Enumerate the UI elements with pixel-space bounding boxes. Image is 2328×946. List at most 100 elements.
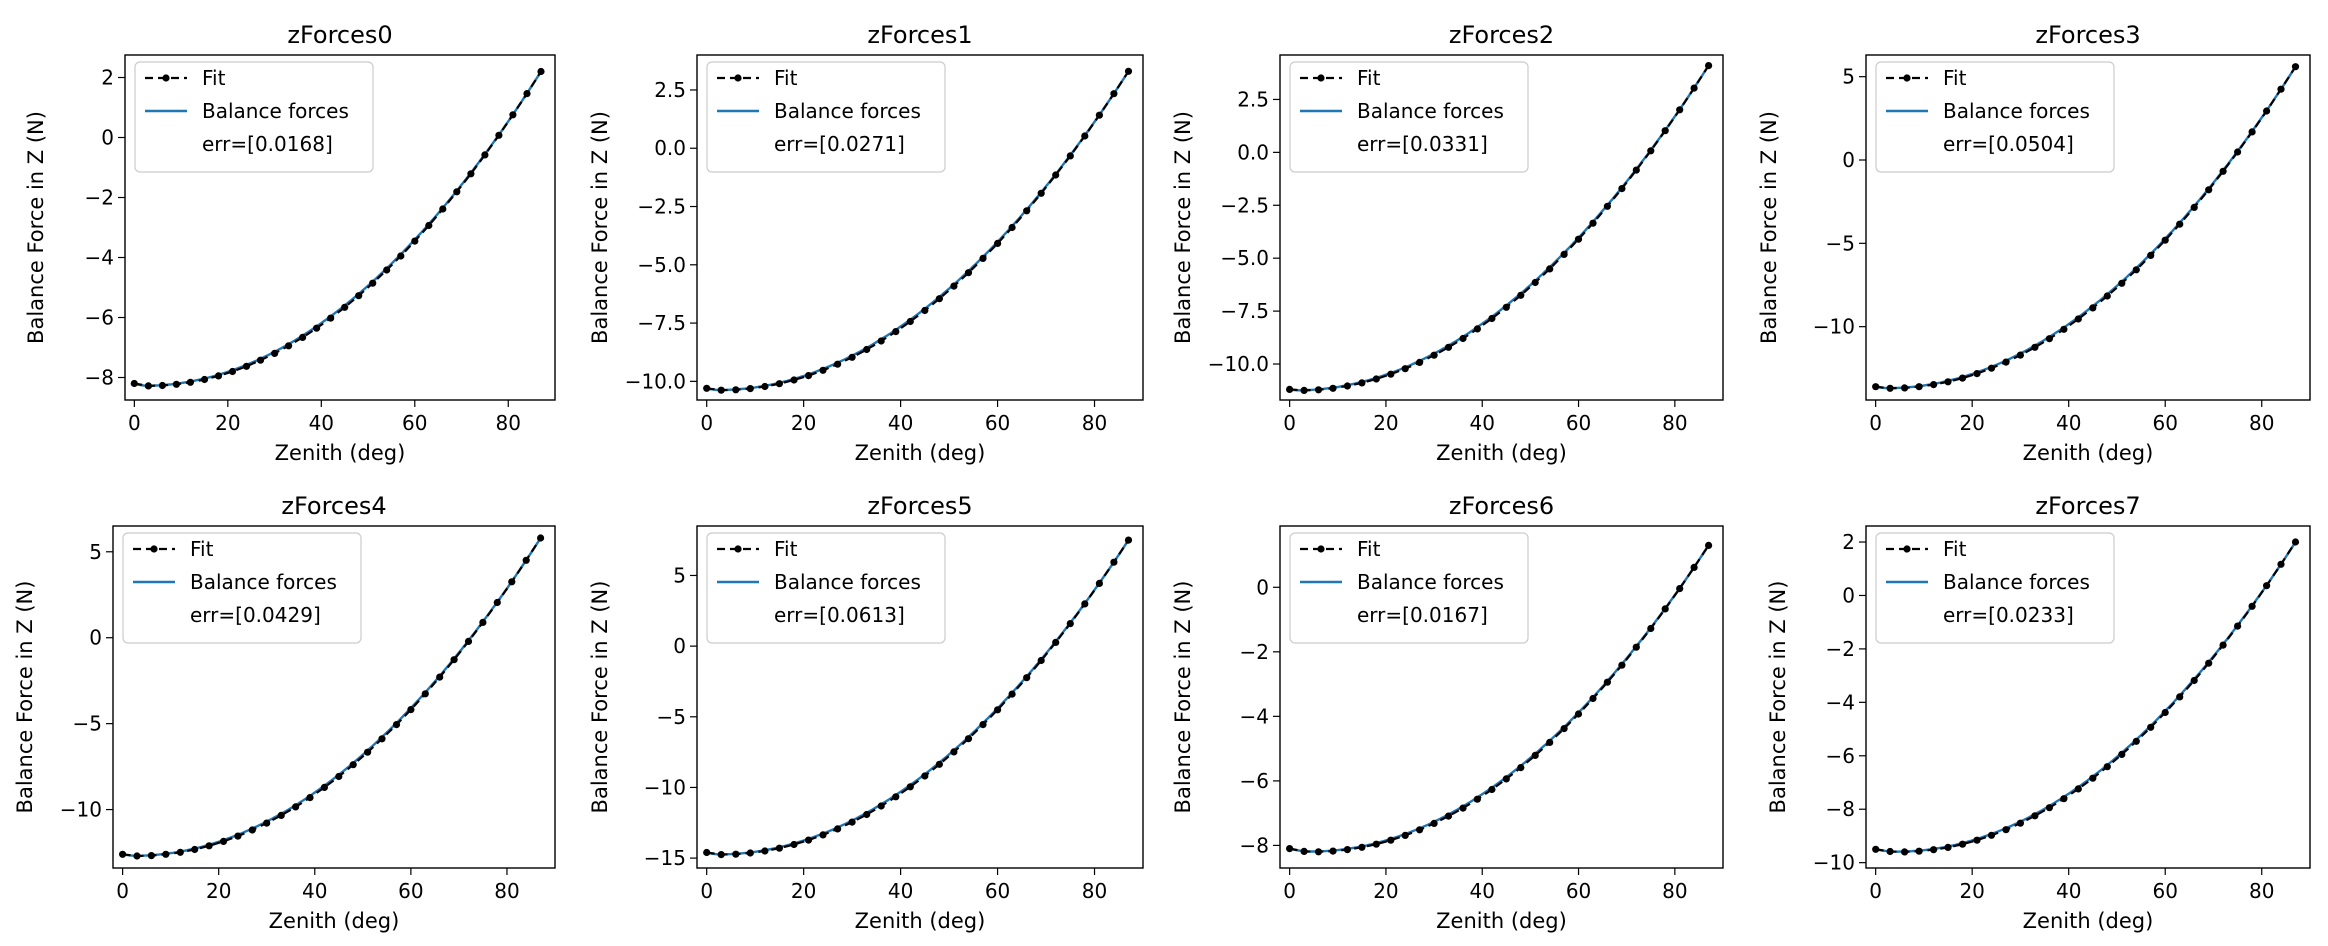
y-axis-label: Balance Force in Z (N) bbox=[1171, 581, 1195, 814]
fit-point bbox=[130, 379, 138, 388]
fit-point bbox=[508, 578, 516, 586]
x-tick-label: 20 bbox=[791, 879, 816, 903]
x-tick-label: 0 bbox=[1283, 879, 1296, 903]
fit-point bbox=[2016, 819, 2024, 827]
y-tick-label: 5 bbox=[89, 540, 102, 564]
fit-point bbox=[1387, 836, 1395, 844]
fit-point bbox=[186, 378, 194, 386]
fit-point bbox=[790, 840, 798, 849]
fit-point bbox=[2002, 826, 2010, 834]
fit-point bbox=[746, 849, 754, 857]
x-axis-label: Zenith (deg) bbox=[855, 441, 986, 465]
fit-point bbox=[1690, 84, 1698, 92]
fit-point bbox=[717, 851, 725, 859]
x-tick-label: 20 bbox=[215, 411, 240, 435]
x-tick-label: 80 bbox=[1082, 879, 1107, 903]
x-tick-label: 40 bbox=[2056, 411, 2081, 435]
axes-frame bbox=[1865, 525, 2311, 869]
fit-point bbox=[299, 333, 307, 341]
fit-point bbox=[219, 837, 228, 846]
legend-entry: Balance forces bbox=[1943, 570, 2090, 594]
y-tick-label: 0 bbox=[673, 634, 686, 658]
y-tick-label: −7.5 bbox=[637, 311, 686, 335]
legend-entry: Fit bbox=[1357, 66, 1381, 90]
fit-legend-marker bbox=[734, 74, 742, 82]
fit-point bbox=[761, 847, 769, 855]
x-tick-label: 40 bbox=[888, 879, 913, 903]
fit-point bbox=[522, 556, 530, 564]
y-tick-label: −10 bbox=[60, 798, 102, 822]
fit-point bbox=[1915, 383, 1923, 391]
y-axis-label: Balance Force in Z (N) bbox=[1171, 111, 1195, 344]
legend-entry: Fit bbox=[1943, 66, 1967, 90]
fit-point bbox=[263, 819, 271, 827]
fit-point bbox=[214, 372, 223, 380]
fit-point bbox=[1314, 386, 1323, 394]
fit-legend-marker bbox=[1903, 545, 1911, 553]
fit-point bbox=[2089, 774, 2097, 782]
y-tick-label: −8 bbox=[1240, 833, 1269, 857]
fit-point bbox=[119, 850, 127, 858]
x-tick-label: 0 bbox=[128, 411, 141, 435]
y-tick-label: −8 bbox=[85, 366, 114, 390]
x-tick-label: 60 bbox=[1566, 411, 1591, 435]
fit-point bbox=[2234, 622, 2242, 630]
y-tick-label: 5 bbox=[673, 563, 686, 587]
legend-entry: Balance forces bbox=[774, 570, 921, 594]
fit-point bbox=[761, 382, 769, 391]
fit-point bbox=[495, 131, 503, 139]
y-tick-label: −10.0 bbox=[625, 369, 686, 393]
fit-point bbox=[450, 656, 458, 664]
fit-point bbox=[2176, 693, 2184, 701]
x-axis-label: Zenith (deg) bbox=[2023, 909, 2154, 933]
legend bbox=[1875, 532, 2115, 644]
axes-frame bbox=[696, 54, 1144, 401]
fit-point bbox=[1095, 111, 1103, 119]
fit-point bbox=[950, 282, 958, 290]
x-tick-label: 40 bbox=[2056, 879, 2081, 903]
fit-point bbox=[1872, 845, 1880, 853]
fit-point bbox=[467, 170, 475, 178]
fit-point bbox=[1473, 325, 1481, 333]
fit-point bbox=[256, 356, 265, 364]
fit-point bbox=[1546, 738, 1554, 747]
fit-point bbox=[464, 637, 473, 646]
y-tick-label: 2.5 bbox=[1237, 87, 1269, 111]
fit-point bbox=[1052, 638, 1060, 647]
x-axis-label: Zenith (deg) bbox=[855, 909, 986, 933]
fit-point bbox=[746, 385, 754, 393]
fit-point bbox=[1618, 661, 1626, 669]
x-tick-label: 80 bbox=[494, 879, 519, 903]
fit-legend-marker bbox=[150, 545, 158, 553]
fit-point bbox=[1560, 250, 1568, 258]
x-axis-label: Zenith (deg) bbox=[1436, 441, 1567, 465]
fit-point bbox=[892, 793, 900, 801]
fit-point bbox=[341, 303, 349, 311]
x-tick-label: 20 bbox=[1373, 879, 1398, 903]
fit-point bbox=[1430, 819, 1438, 828]
fit-point bbox=[775, 844, 784, 852]
fit-point bbox=[537, 534, 545, 542]
x-tick-label: 0 bbox=[1283, 411, 1296, 435]
fit-point bbox=[1401, 365, 1409, 373]
fit-point bbox=[327, 314, 335, 322]
y-tick-label: −5 bbox=[1826, 231, 1855, 255]
fit-point bbox=[1872, 383, 1880, 391]
fit-point bbox=[2002, 358, 2010, 366]
legend-entry: Fit bbox=[202, 66, 226, 90]
x-tick-label: 60 bbox=[1566, 879, 1591, 903]
fit-point bbox=[1705, 541, 1713, 550]
fit-point bbox=[1037, 189, 1045, 197]
fit-point bbox=[313, 324, 321, 332]
fit-point bbox=[2205, 186, 2213, 194]
fit-point bbox=[205, 842, 213, 850]
x-tick-label: 80 bbox=[1662, 411, 1687, 435]
fit-point bbox=[2248, 128, 2256, 136]
legend-entry: Balance forces bbox=[774, 99, 921, 123]
y-axis-label: Balance Force in Z (N) bbox=[588, 581, 612, 814]
fit-point bbox=[285, 342, 293, 350]
fit-point bbox=[1401, 831, 1409, 840]
x-tick-label: 20 bbox=[206, 879, 231, 903]
y-tick-label: −5.0 bbox=[1220, 246, 1269, 270]
fit-point bbox=[306, 794, 314, 802]
